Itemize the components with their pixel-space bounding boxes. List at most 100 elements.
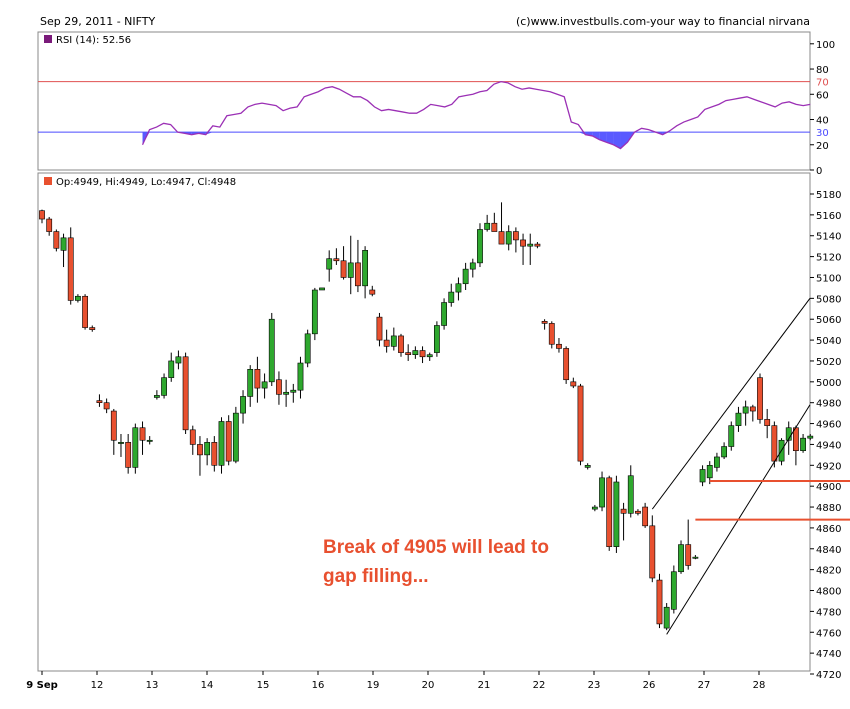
date-tick-label: 23 — [588, 680, 601, 691]
candle — [175, 350, 182, 370]
candle — [304, 329, 311, 368]
candle — [46, 216, 53, 236]
candle — [82, 294, 88, 330]
candle — [599, 471, 605, 512]
candle — [153, 390, 160, 400]
candle — [800, 434, 806, 453]
candle — [405, 344, 412, 361]
candlesticks — [39, 202, 814, 631]
candle — [771, 421, 778, 468]
price-tick-label: 4960 — [816, 420, 841, 431]
candle — [757, 373, 763, 424]
rsi-legend-swatch — [44, 35, 52, 43]
rsi-fill-segment — [606, 132, 614, 145]
candle — [620, 502, 627, 541]
candle — [340, 246, 347, 280]
candle — [261, 373, 268, 399]
date-tick-label: 12 — [91, 680, 104, 691]
date-tick-label: 21 — [478, 680, 491, 691]
price-panel-frame — [37, 172, 811, 672]
candle — [333, 248, 340, 265]
candle — [182, 352, 189, 434]
price-tick-label: 4720 — [816, 670, 841, 681]
candle — [232, 406, 239, 464]
candle — [297, 356, 304, 399]
candle — [541, 319, 548, 330]
candle — [670, 565, 677, 614]
candle — [778, 438, 785, 466]
candle — [512, 227, 519, 253]
candle — [570, 377, 577, 389]
candle — [89, 325, 96, 332]
rsi-fill-segment — [613, 132, 621, 149]
candle — [204, 438, 211, 466]
price-tick-label: 5080 — [816, 294, 841, 305]
date-tick-label: 28 — [753, 680, 766, 691]
channel-upper-line — [651, 298, 811, 510]
candle — [656, 573, 663, 629]
candle — [469, 258, 476, 278]
price-tick-label: 4840 — [816, 545, 841, 556]
rsi-tick-label: 80 — [816, 65, 829, 76]
candle — [721, 442, 727, 460]
candle — [376, 312, 383, 347]
candle — [67, 227, 74, 305]
candle — [311, 287, 318, 341]
candle — [498, 202, 505, 245]
date-tick-label: 9 Sep — [26, 680, 58, 691]
candle — [189, 425, 196, 455]
candle — [699, 465, 706, 487]
candle — [635, 509, 641, 516]
candle — [197, 436, 203, 476]
candle — [110, 408, 117, 455]
candle — [692, 555, 699, 560]
price-tick-label: 4980 — [816, 399, 841, 410]
rsi-level-label: 30 — [816, 128, 829, 139]
candle — [139, 421, 146, 455]
price-tick-label: 5020 — [816, 357, 841, 368]
price-tick-label: 5160 — [816, 211, 841, 222]
candle — [441, 298, 447, 330]
candle — [642, 502, 649, 528]
price-tick-label: 5040 — [816, 336, 841, 347]
date-tick-label: 13 — [146, 680, 159, 691]
date-tick-label: 14 — [201, 680, 214, 691]
candle — [714, 452, 720, 472]
candle — [534, 242, 541, 249]
date-tick-label: 22 — [533, 680, 546, 691]
price-tick-label: 4780 — [816, 607, 841, 618]
candle — [491, 212, 498, 232]
price-tick-label: 4860 — [816, 524, 841, 535]
rsi-tick-label: 100 — [816, 40, 835, 51]
price-tick-label: 5140 — [816, 232, 841, 243]
candle — [606, 475, 613, 551]
candle — [247, 365, 254, 407]
support-lines — [695, 479, 850, 521]
candle — [455, 277, 462, 301]
candle — [96, 394, 103, 407]
price-tick-label: 4800 — [816, 587, 841, 598]
price-tick-label: 5180 — [816, 190, 841, 201]
candle — [326, 250, 333, 282]
price-tick-label: 5000 — [816, 378, 841, 389]
price-tick-label: 4820 — [816, 566, 841, 577]
candle — [355, 239, 361, 293]
candle — [742, 400, 749, 426]
price-tick-label: 4760 — [816, 628, 841, 639]
price-tick-label: 4900 — [816, 482, 841, 493]
price-tick-label: 4920 — [816, 461, 841, 472]
candle — [362, 246, 368, 299]
rsi-series — [141, 80, 811, 150]
candle — [728, 421, 735, 451]
rsi-fill-segment — [592, 132, 600, 140]
candle — [477, 223, 483, 268]
candle — [584, 463, 591, 470]
price-tick-label: 5120 — [816, 253, 841, 264]
candle — [161, 373, 167, 399]
candle — [807, 434, 814, 441]
candle — [75, 294, 81, 303]
candle — [548, 321, 555, 349]
candle — [125, 434, 132, 474]
candle — [520, 233, 526, 265]
candle — [218, 417, 225, 474]
